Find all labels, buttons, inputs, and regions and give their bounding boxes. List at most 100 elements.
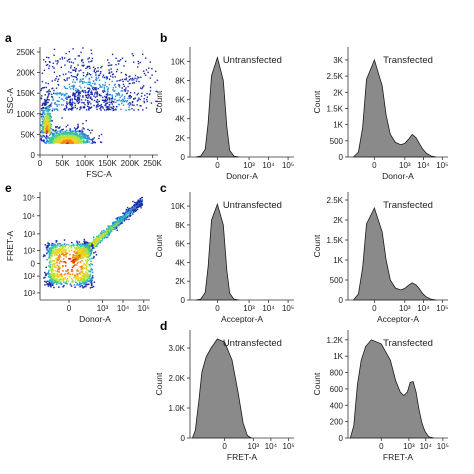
data-point xyxy=(75,90,77,92)
data-point xyxy=(54,129,56,132)
data-point xyxy=(136,78,138,80)
y-tick-label: 2K xyxy=(333,88,343,97)
data-point xyxy=(82,279,84,281)
data-point xyxy=(73,69,75,71)
data-point xyxy=(100,133,103,136)
data-point xyxy=(129,102,131,104)
data-point xyxy=(118,225,120,227)
data-point xyxy=(56,264,59,267)
data-point xyxy=(61,140,63,142)
data-point xyxy=(133,109,135,111)
data-point xyxy=(98,237,100,239)
data-point xyxy=(86,135,88,138)
data-point xyxy=(82,91,85,93)
data-point xyxy=(52,273,54,275)
data-point xyxy=(132,213,134,215)
data-point xyxy=(47,119,49,121)
data-point xyxy=(72,93,74,95)
data-point xyxy=(57,280,59,283)
data-point xyxy=(57,268,59,271)
data-point xyxy=(105,232,107,234)
data-point xyxy=(61,93,63,95)
data-point xyxy=(99,234,101,236)
y-tick-label: 0 xyxy=(339,153,344,162)
data-point xyxy=(61,133,63,135)
data-point xyxy=(61,274,63,276)
data-point xyxy=(104,100,106,103)
data-point xyxy=(88,87,90,89)
data-point xyxy=(118,217,120,219)
data-point xyxy=(79,92,81,94)
data-point xyxy=(70,285,73,287)
data-point xyxy=(82,96,84,98)
data-point xyxy=(90,267,93,270)
data-point xyxy=(89,81,91,83)
data-point xyxy=(101,234,103,237)
data-point xyxy=(92,245,95,248)
data-point xyxy=(91,57,94,60)
data-point xyxy=(108,62,110,64)
data-point xyxy=(137,76,139,78)
data-point xyxy=(48,281,51,284)
data-point xyxy=(109,231,111,234)
data-point xyxy=(88,245,90,247)
data-point xyxy=(79,246,81,249)
data-point xyxy=(129,97,131,99)
data-point xyxy=(103,89,105,92)
data-point xyxy=(46,130,48,132)
data-point xyxy=(121,219,123,222)
data-point xyxy=(46,249,49,251)
data-point xyxy=(99,242,102,244)
data-point xyxy=(97,105,99,108)
data-point xyxy=(86,279,89,282)
data-point xyxy=(69,139,71,141)
x-axis-label-e: Donor-A xyxy=(79,314,111,324)
data-point xyxy=(118,99,120,101)
data-point xyxy=(86,245,88,248)
data-point xyxy=(72,106,74,108)
data-point xyxy=(78,139,80,142)
data-point xyxy=(73,84,75,87)
data-point xyxy=(48,109,51,111)
data-point xyxy=(86,72,89,74)
data-point xyxy=(68,86,71,88)
data-point xyxy=(90,52,93,55)
data-point xyxy=(92,244,94,247)
data-point xyxy=(131,79,133,81)
data-point xyxy=(52,139,54,141)
data-point xyxy=(72,88,75,91)
data-point xyxy=(71,99,73,101)
data-point xyxy=(60,244,62,247)
data-point xyxy=(78,137,80,139)
data-point xyxy=(133,98,135,100)
data-point xyxy=(45,102,47,104)
data-point xyxy=(66,129,68,131)
data-point xyxy=(64,87,66,89)
data-point xyxy=(127,85,129,88)
data-point xyxy=(41,114,43,116)
data-point xyxy=(122,215,124,217)
data-point xyxy=(48,99,50,101)
data-point xyxy=(86,265,88,267)
data-point xyxy=(101,230,103,232)
data-point xyxy=(60,142,63,144)
data-point xyxy=(135,210,137,212)
data-point xyxy=(88,255,90,258)
data-point xyxy=(75,128,77,130)
data-point xyxy=(84,137,86,139)
data-point xyxy=(76,246,79,249)
data-point xyxy=(69,99,71,101)
data-point xyxy=(121,221,123,224)
data-point xyxy=(98,94,101,97)
data-point xyxy=(88,65,91,68)
data-point xyxy=(90,269,92,271)
data-point xyxy=(91,93,93,96)
data-point xyxy=(72,81,74,83)
data-point xyxy=(86,253,89,255)
data-point xyxy=(76,135,79,137)
data-point xyxy=(81,251,84,253)
data-point xyxy=(111,225,114,227)
y-tick-label: 2K xyxy=(175,277,185,286)
data-point xyxy=(60,249,62,252)
data-point xyxy=(106,88,109,91)
